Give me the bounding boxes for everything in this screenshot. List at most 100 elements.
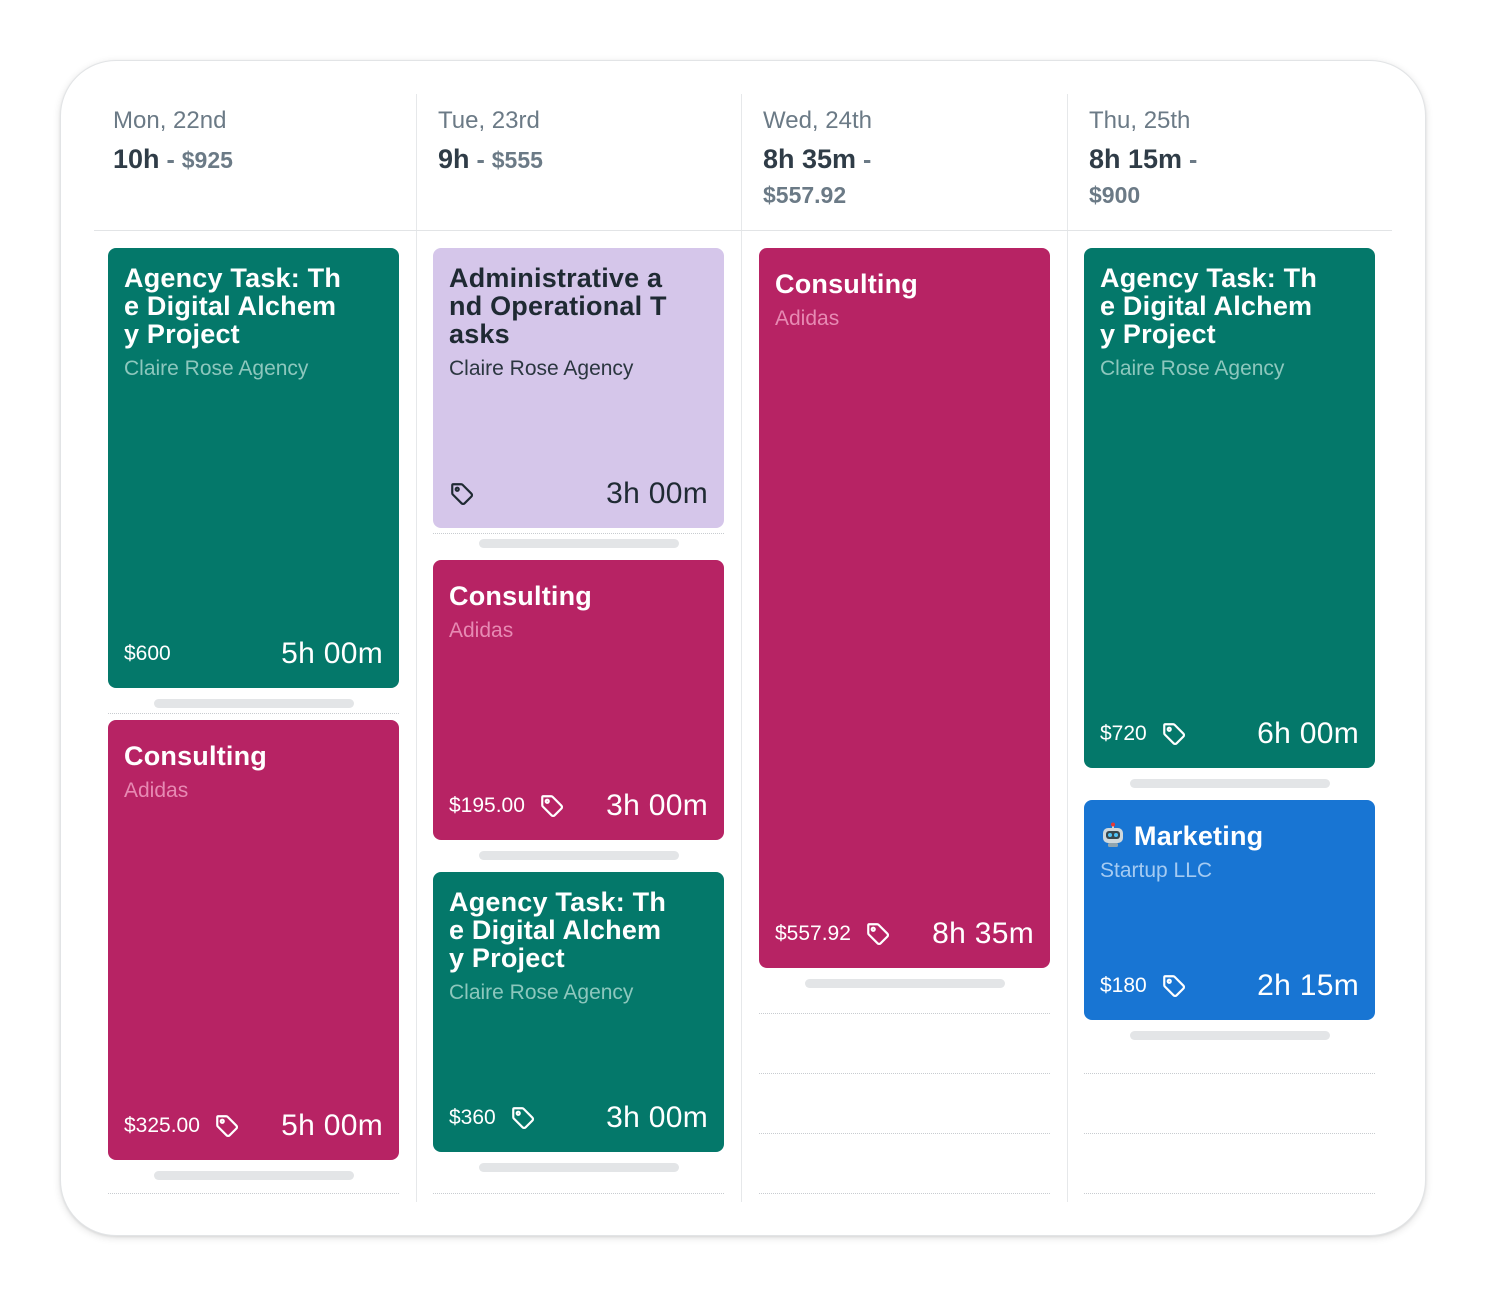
column-divider (416, 94, 417, 1202)
resize-handle[interactable] (479, 1163, 679, 1172)
slot-divider (1084, 1073, 1375, 1074)
time-entry-card[interactable]: Administrative a nd Operational T asks C… (433, 248, 724, 528)
resize-handle[interactable] (1130, 1031, 1330, 1040)
resize-handle[interactable] (479, 851, 679, 860)
entry-footer: 3h 00m (449, 474, 708, 514)
resize-handle[interactable] (479, 539, 679, 548)
day-summary: 9h - $555 (438, 142, 738, 178)
robot-icon (1100, 822, 1126, 848)
entry-duration: 2h 15m (1257, 969, 1359, 1002)
day-separator: - (1182, 146, 1198, 174)
tag-icon[interactable] (1161, 973, 1187, 999)
entry-duration: 3h 00m (606, 789, 708, 822)
entry-footer: $180 2h 15m (1100, 966, 1359, 1006)
entry-duration: 3h 00m (606, 1101, 708, 1134)
tag-icon[interactable] (865, 921, 891, 947)
entry-price: $557.92 (775, 922, 851, 945)
day-header-thu: Thu, 25th 8h 15m - $900 (1089, 105, 1349, 213)
entry-client: Adidas (124, 779, 189, 802)
time-entry-card[interactable]: Agency Task: Th e Digital Alchem y Proje… (108, 248, 399, 688)
time-entry-card[interactable]: Agency Task: Th e Digital Alchem y Proje… (433, 872, 724, 1152)
entry-footer: $557.92 8h 35m (775, 914, 1034, 954)
slot-divider (108, 713, 399, 714)
time-entry-card[interactable]: Consulting Adidas $195.00 3h 00m (433, 560, 724, 840)
entry-footer: $600 5h 00m (124, 634, 383, 674)
entry-duration: 3h 00m (606, 477, 708, 510)
entry-footer: $360 3h 00m (449, 1098, 708, 1138)
tag-icon[interactable] (539, 793, 565, 819)
day-money: $555 (491, 147, 543, 173)
day-hours: 9h (438, 144, 470, 174)
tag-icon[interactable] (449, 481, 475, 507)
day-money: $900 (1089, 182, 1141, 208)
entry-title: Agency Task: Th e Digital Alchem y Proje… (124, 263, 342, 349)
entry-duration: 8h 35m (932, 917, 1034, 950)
day-date: Wed, 24th (763, 107, 872, 134)
tag-icon[interactable] (1161, 721, 1187, 747)
entry-price: $720 (1100, 722, 1147, 745)
entry-title: Agency Task: Th e Digital Alchem y Proje… (449, 887, 667, 973)
entry-price: $180 (1100, 974, 1147, 997)
tag-icon[interactable] (510, 1105, 536, 1131)
entry-footer: $195.00 3h 00m (449, 786, 708, 826)
day-summary: 8h 35m - $557.92 (763, 142, 1023, 213)
entry-duration: 6h 00m (1257, 717, 1359, 750)
entry-title-row: Marketing (1100, 822, 1359, 850)
entry-footer: $325.00 5h 00m (124, 1106, 383, 1146)
day-hours: 8h 35m (763, 144, 857, 174)
time-entry-card[interactable]: Consulting Adidas $325.00 5h 00m (108, 720, 399, 1160)
time-entry-card[interactable]: Agency Task: Th e Digital Alchem y Proje… (1084, 248, 1375, 768)
entry-price: $600 (124, 642, 171, 665)
entry-title: Consulting (449, 581, 592, 611)
day-header-mon: Mon, 22nd 10h - $925 (113, 105, 413, 178)
day-separator: - (856, 146, 872, 174)
day-money: $557.92 (763, 182, 847, 208)
entry-duration: 5h 00m (281, 1109, 383, 1142)
day-date: Tue, 23rd (438, 107, 540, 134)
entry-client: Adidas (775, 307, 840, 330)
entry-client: Claire Rose Agency (449, 981, 634, 1004)
day-separator: - (469, 146, 492, 174)
column-divider (1067, 94, 1068, 1202)
slot-divider (433, 1193, 724, 1194)
slot-divider (759, 1013, 1050, 1014)
slot-divider (759, 1193, 1050, 1194)
slot-divider (759, 1133, 1050, 1134)
day-summary: 8h 15m - $900 (1089, 142, 1349, 213)
entry-title: Marketing (1134, 821, 1264, 851)
resize-handle[interactable] (1130, 779, 1330, 788)
entry-title: Consulting (124, 741, 267, 771)
entry-client: Startup LLC (1100, 859, 1213, 882)
header-divider (94, 230, 1392, 231)
day-header-tue: Tue, 23rd 9h - $555 (438, 105, 738, 178)
resize-handle[interactable] (154, 1171, 354, 1180)
day-hours: 8h 15m (1089, 144, 1183, 174)
entry-price: $360 (449, 1106, 496, 1129)
time-entry-card[interactable]: Marketing Startup LLC $180 2h 15m (1084, 800, 1375, 1020)
column-divider (741, 94, 742, 1202)
day-summary: 10h - $925 (113, 142, 413, 178)
tag-icon[interactable] (214, 1113, 240, 1139)
slot-divider (1084, 1193, 1375, 1194)
day-date: Thu, 25th (1089, 107, 1191, 134)
time-entry-card[interactable]: Consulting Adidas $557.92 8h 35m (759, 248, 1050, 968)
slot-divider (1084, 1133, 1375, 1134)
day-money: $925 (181, 147, 233, 173)
entry-price: $325.00 (124, 1114, 200, 1137)
entry-duration: 5h 00m (281, 637, 383, 670)
entry-client: Claire Rose Agency (124, 357, 309, 380)
entry-footer: $720 6h 00m (1100, 714, 1359, 754)
day-header-wed: Wed, 24th 8h 35m - $557.92 (763, 105, 1023, 213)
entry-client: Adidas (449, 619, 514, 642)
day-hours: 10h (113, 144, 160, 174)
entry-title: Administrative a nd Operational T asks (449, 263, 667, 349)
resize-handle[interactable] (154, 699, 354, 708)
resize-handle[interactable] (805, 979, 1005, 988)
day-separator: - (159, 146, 182, 174)
slot-divider (108, 1193, 399, 1194)
entry-title: Agency Task: Th e Digital Alchem y Proje… (1100, 263, 1318, 349)
slot-divider (433, 533, 724, 534)
entry-client: Claire Rose Agency (449, 357, 634, 380)
entry-title: Consulting (775, 269, 918, 299)
slot-divider (759, 1073, 1050, 1074)
